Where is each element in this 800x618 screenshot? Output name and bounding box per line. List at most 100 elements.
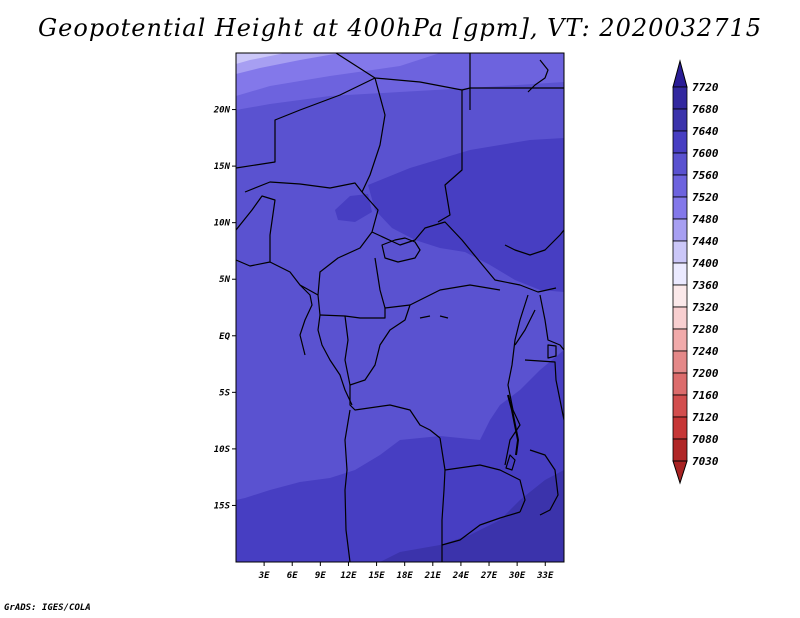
colorbar: 7720 7680 7640 7600 7560 7520 7480 7440 7400 7360…: [672, 59, 719, 485]
lon-tick-label: 9E: [315, 571, 326, 581]
colorbar-label: 7440: [692, 235, 719, 248]
map-title: Geopotential Height at 400hPa [gpm], VT:…: [38, 14, 762, 42]
lon-tick-label: 12E: [340, 571, 357, 581]
border-path: [344, 304, 411, 386]
lat-tick-label: 10N: [214, 219, 231, 229]
field-7600-west-blob: [335, 194, 372, 222]
border-path: [539, 294, 564, 351]
colorbar-swatch: [672, 416, 688, 440]
border-path: [504, 229, 564, 256]
colorbar-swatch: [672, 218, 688, 242]
country-boundaries: [236, 53, 564, 562]
lat-tick-label: 15S: [214, 501, 231, 511]
colorbar-swatch: [672, 130, 688, 154]
lon-tick-label: 33E: [536, 571, 554, 581]
colorbar-label: 7360: [692, 279, 719, 292]
lon-tick-label: 15E: [368, 571, 385, 581]
border-path: [244, 181, 363, 193]
colorbar-label: 7240: [692, 345, 719, 358]
colorbar-label: 7600: [692, 147, 719, 160]
border-path: [529, 449, 559, 516]
colorbar-label: 7160: [692, 389, 719, 402]
field-7600-south: [236, 350, 564, 562]
lat-tick-label: 5S: [219, 388, 230, 398]
lon-tick-label: 3E: [258, 571, 270, 581]
colorbar-label: 7030: [692, 455, 719, 468]
colorbar-label: 7640: [692, 125, 719, 138]
lat-tick-label: EQ: [219, 332, 230, 342]
colorbar-label: 7720: [692, 81, 719, 94]
colorbar-label: 7520: [692, 191, 719, 204]
border-path: [236, 77, 376, 169]
colorbar-swatch: [672, 196, 688, 220]
border-path: [344, 409, 351, 562]
field-7600-east: [368, 138, 564, 292]
colorbar-label: 7080: [692, 433, 719, 446]
colorbar-top-arrow: [672, 59, 688, 88]
colorbar-label: 7200: [692, 367, 719, 380]
colorbar-swatch: [672, 174, 688, 198]
lon-tick-label: 18E: [397, 571, 414, 581]
lon-tick-label: 21E: [424, 571, 442, 581]
lat-tick-label: 5N: [219, 275, 230, 285]
border-path: [524, 359, 564, 421]
colorbar-swatch: [672, 152, 688, 176]
colorbar-swatch: [672, 108, 688, 132]
border-path: [335, 53, 463, 223]
colorbar-bottom-arrow: [672, 460, 688, 485]
lake-outline: [505, 454, 516, 471]
latitude-axis: 20N 15N 10N 5N EQ 5S 10S 15S: [213, 106, 236, 511]
border-path: [236, 195, 276, 262]
lat-tick-label: 10S: [214, 445, 231, 455]
colorbar-label: 7560: [692, 169, 719, 182]
border-path: [441, 469, 446, 562]
colorbar-swatch: [672, 394, 688, 418]
colorbar-swatch: [672, 306, 688, 330]
river-path: [419, 315, 449, 319]
colorbar-swatch: [672, 240, 688, 264]
colorbar-swatch: [672, 284, 688, 308]
colorbar-swatch: [672, 350, 688, 374]
colorbar-swatch: [672, 372, 688, 396]
border-path: [514, 309, 536, 346]
colorbar-swatch: [672, 86, 688, 110]
border-path: [527, 59, 549, 93]
colorbar-swatch: [672, 438, 688, 462]
border-path: [381, 237, 421, 263]
lat-tick-label: 15N: [214, 162, 231, 172]
lon-tick-label: 24E: [452, 571, 470, 581]
colorbar-label: 7480: [692, 213, 719, 226]
border-path: [317, 191, 379, 316]
field-7400-north: [236, 53, 285, 64]
colorbar-label: 7680: [692, 103, 719, 116]
colorbar-swatch: [672, 262, 688, 286]
border-path: [236, 259, 319, 296]
border-path: [317, 314, 353, 406]
border-path: [361, 77, 386, 193]
colorbar-label: 7400: [692, 257, 719, 270]
field-7640-south: [380, 470, 564, 562]
lon-tick-label: 6E: [287, 571, 298, 581]
colorbar-label: 7280: [692, 323, 719, 336]
height-field: [236, 53, 564, 562]
field-7440-north: [236, 53, 340, 74]
grads-credit: GrADS: IGES/COLA: [4, 603, 91, 613]
colorbar-swatch: [672, 328, 688, 352]
border-path: [319, 308, 386, 319]
lat-tick-label: 20N: [213, 106, 231, 116]
lon-tick-label: 27E: [480, 571, 498, 581]
border-path: [299, 284, 313, 356]
colorbar-label: 7320: [692, 301, 719, 314]
border-path: [441, 511, 521, 546]
border-path: [371, 221, 557, 293]
lake-outline: [507, 394, 519, 456]
longitude-axis: 3E 6E 9E 12E 15E 18E 21E 24E 27E 30E 33E: [258, 562, 554, 581]
lake-outline: [547, 344, 557, 359]
map-frame: [235, 52, 565, 563]
colorbar-label: 7120: [692, 411, 719, 424]
field-7480-north: [236, 53, 440, 96]
lon-tick-label: 30E: [508, 571, 526, 581]
border-path: [349, 385, 441, 439]
border-path: [504, 294, 529, 466]
